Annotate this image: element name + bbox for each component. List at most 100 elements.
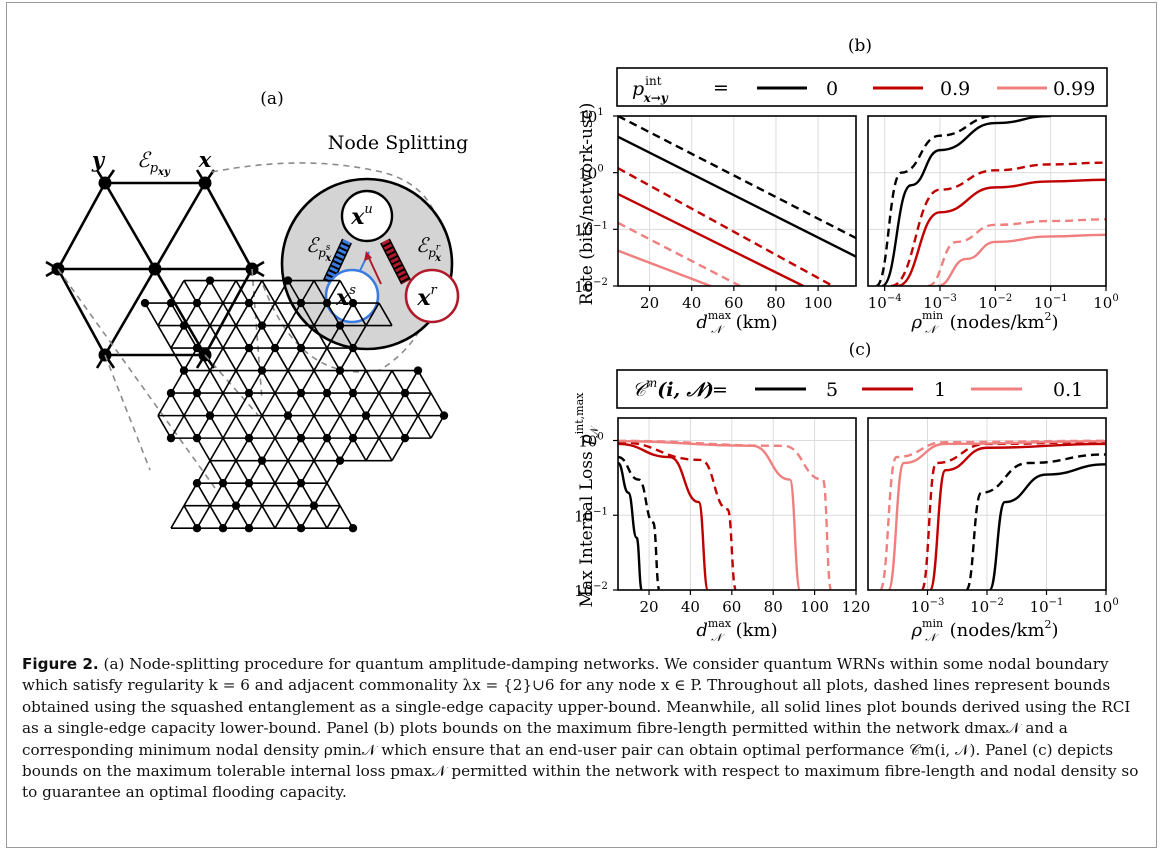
lattice-node	[322, 388, 332, 398]
lattice-node	[231, 501, 241, 510]
panel-b-label: (b)	[848, 36, 872, 56]
lattice-node	[166, 298, 176, 308]
x-tick-label: 100	[1093, 597, 1118, 616]
series-line-1-solid	[928, 442, 1106, 590]
panel-b-ylabel: Rate (bits/network-use)	[577, 103, 597, 306]
y-tick-label: 101	[578, 107, 603, 126]
series-line-0.1-dashed	[878, 439, 1106, 590]
figure-caption: Figure 2. (a) Node-splitting procedure f…	[22, 654, 1142, 804]
legend-b-symbol: pint x→y	[632, 74, 669, 105]
lattice-node	[166, 388, 176, 398]
legend-b-value-2: 0.99	[1053, 78, 1095, 100]
series-line-0.9-dashed	[618, 167, 834, 286]
x-tick-label: 100	[800, 598, 829, 616]
legend-c-value-2: 0.1	[1053, 379, 1083, 401]
lattice-node	[348, 388, 358, 398]
lattice-node	[348, 298, 358, 308]
plot-b-left: 20 40 60 80 100 101 100 10−1 10−2	[574, 107, 857, 312]
caption-text: (a) Node-splitting procedure for quantum…	[22, 655, 1139, 802]
plot-frame	[617, 115, 857, 287]
lattice-node	[257, 456, 267, 465]
y-tick-label: 100	[578, 164, 603, 183]
legend-c-value-0: 5	[826, 379, 838, 401]
legend-c-value-1: 1	[934, 379, 946, 401]
hexagon-nodes	[51, 176, 259, 362]
edge-s-label: ℰps x	[306, 233, 332, 264]
lattice-node	[296, 433, 306, 443]
lattice-node	[296, 298, 306, 308]
flow-arrow-r	[364, 251, 382, 285]
grid	[868, 116, 1106, 286]
lattice-node	[400, 388, 410, 398]
lattice-node	[166, 433, 176, 443]
series-line-1-dashed	[618, 440, 738, 590]
lattice-node	[192, 298, 202, 308]
lattice-node	[192, 343, 202, 353]
lattice-node	[244, 388, 254, 398]
lattice-node	[400, 433, 410, 443]
series-line-0.1-solid	[618, 439, 802, 590]
series-line-0-dashed	[618, 116, 856, 240]
edge-r-label: ℰpr x	[416, 233, 442, 264]
series-line-0.9-solid	[897, 178, 1106, 286]
node-splitting-title: Node Splitting	[328, 132, 469, 154]
x-tick-label: 120	[842, 598, 871, 616]
x-tick-label: 60	[722, 598, 741, 616]
lattice-node	[244, 478, 254, 488]
large-lattice	[140, 276, 449, 533]
figure-2: (a)	[45, 36, 1119, 644]
node-x-u	[340, 189, 394, 243]
x-tick-label: 80	[764, 598, 783, 616]
x-tick-label: 20	[639, 598, 658, 616]
x-tick-label: 10−2	[970, 597, 1004, 616]
series-line-5-dashed	[965, 453, 1106, 590]
x-tick-label: 10−3	[911, 597, 945, 616]
series-line-0.1-dashed	[618, 439, 833, 590]
legend-c-symbol: 𝒞m(i, 𝒩)	[632, 376, 714, 401]
panel-a: (a)	[45, 89, 469, 533]
x-tick-label: 10−1	[1034, 293, 1068, 312]
x-tick-label: 10−1	[1030, 597, 1064, 616]
node-x-r-label: xr	[416, 283, 437, 311]
lattice-node	[140, 298, 150, 308]
x-tick-label: 100	[1093, 293, 1118, 312]
series-line-0.99-solid	[937, 233, 1106, 286]
edge-s	[324, 239, 351, 284]
lattice-node	[335, 366, 345, 375]
y-tick-label: 10−2	[574, 277, 608, 296]
lattice-node	[192, 523, 202, 533]
x-tick-label: 20	[640, 294, 659, 312]
series-line-0.99-dashed	[618, 221, 741, 286]
lattice-node	[218, 523, 228, 533]
panel-b: (b) pint x→y = 0 0.9 0.99 Rate (bits/netw…	[574, 36, 1119, 336]
series-line-5-solid	[988, 463, 1106, 590]
lattice-node	[244, 298, 254, 308]
node-x-label: x	[198, 147, 212, 172]
lattice-node	[192, 433, 202, 443]
lattice-node	[179, 321, 189, 330]
series-line-0-solid	[618, 135, 856, 258]
lattice-node	[205, 276, 215, 285]
series-line-0-dashed	[874, 116, 996, 286]
x-tick-label: 10−3	[923, 293, 957, 312]
lattice-node	[296, 523, 306, 533]
panel-c-legend	[616, 369, 1108, 409]
series-line-0.9-solid	[618, 192, 804, 286]
panel-a-label: (a)	[260, 89, 283, 109]
lattice-node	[283, 411, 293, 420]
series-line-0.99-solid	[618, 249, 712, 286]
edge-r	[381, 239, 410, 284]
plot-frame	[617, 417, 857, 591]
lattice-node	[439, 411, 449, 420]
lattice-node	[322, 298, 332, 308]
lattice-node	[348, 523, 358, 533]
node-x-u-label: xu	[350, 202, 373, 230]
x-tick-label: 100	[804, 294, 833, 312]
lattice-node	[348, 433, 358, 443]
lattice-node	[257, 366, 267, 375]
x-tick-label: 40	[681, 598, 700, 616]
lattice-node	[218, 478, 228, 488]
lattice-node	[205, 411, 215, 420]
x-tick-label: 40	[682, 294, 701, 312]
y-tick-label: 10−1	[574, 506, 608, 525]
